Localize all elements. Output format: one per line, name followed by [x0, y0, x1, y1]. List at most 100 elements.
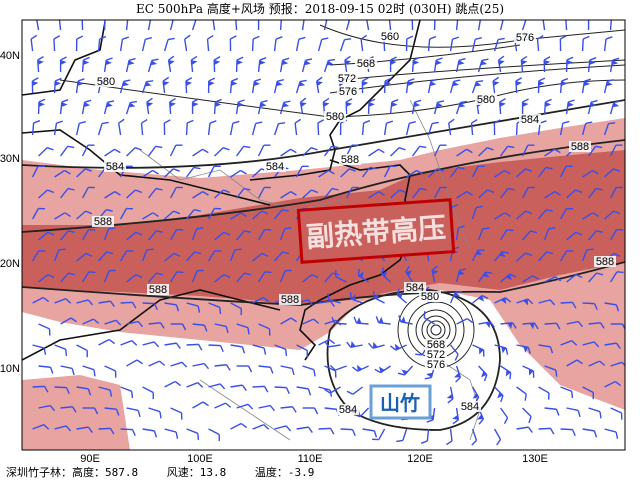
wind-barb — [148, 230, 163, 241]
wind-barb — [521, 186, 535, 199]
contour-label: 580 — [326, 111, 344, 123]
wind-barb — [368, 148, 385, 157]
wind-barb — [450, 166, 465, 178]
wind-barb — [280, 191, 297, 199]
wind-barb — [32, 385, 49, 393]
wind-barb — [206, 34, 214, 52]
wind-barb — [31, 250, 46, 262]
wind-barb — [142, 212, 159, 220]
wind-barb — [318, 169, 335, 178]
wind-barb — [324, 386, 341, 394]
wind-barb — [494, 386, 504, 403]
wind-barb — [346, 386, 363, 395]
wind-barb — [456, 318, 474, 325]
contour-label: 580 — [421, 291, 439, 303]
wind-barb — [559, 250, 574, 262]
wind-barb — [229, 35, 237, 52]
wind-barb — [471, 37, 482, 52]
wind-barb — [103, 100, 115, 115]
wind-barb — [627, 79, 637, 95]
wind-barb — [609, 186, 623, 199]
wind-barb — [258, 404, 276, 412]
wind-barb — [142, 428, 158, 438]
contour-label: 584 — [339, 404, 357, 416]
wind-barb — [257, 20, 260, 30]
wind-barb — [604, 302, 620, 312]
wind-barb — [494, 212, 511, 220]
wind-barb — [324, 365, 337, 378]
wind-barb — [60, 230, 75, 241]
wind-barb — [478, 271, 493, 283]
wind-barb — [302, 365, 316, 377]
wind-barb — [257, 228, 272, 241]
wind-barb — [398, 315, 413, 325]
wind-barb — [75, 121, 86, 136]
contour-label-bg — [355, 58, 377, 69]
contour-label: 560 — [381, 31, 399, 43]
typhoon-name: 山竹 — [380, 391, 420, 415]
wind-barb — [208, 428, 220, 442]
wind-barb — [295, 79, 307, 94]
axis-labels: 90E 100E 110E 120E 130E 40N 30N 20N 10N — [0, 50, 548, 465]
wind-barb — [396, 288, 408, 304]
wind-barb — [119, 79, 131, 94]
wind-barb — [119, 250, 134, 262]
wind-barb — [184, 34, 191, 52]
wind-barb — [170, 361, 188, 368]
wind-barb — [119, 207, 134, 220]
wind-barb — [81, 228, 96, 241]
wind-barb — [38, 365, 54, 374]
wind-barb — [104, 407, 120, 416]
wind-barb — [632, 324, 640, 332]
contour-label-bg — [425, 359, 447, 370]
wind-barb — [31, 165, 45, 178]
wind-barb — [59, 56, 67, 72]
contour-label-bg — [425, 349, 447, 360]
wind-barb — [361, 77, 369, 94]
wind-barb — [54, 386, 70, 395]
wind-barb — [104, 319, 122, 326]
wind-barb — [499, 98, 506, 115]
wind-barb — [346, 341, 363, 349]
wind-barb — [427, 78, 438, 94]
wind-barb — [126, 189, 142, 199]
wind-barb — [406, 169, 423, 178]
wind-barb — [604, 428, 619, 439]
wind-barb — [588, 145, 603, 157]
wind-barb — [412, 145, 427, 157]
wind-barb — [373, 290, 385, 304]
wind-barb — [411, 99, 422, 115]
wind-barb — [493, 37, 505, 52]
contour-label: 580 — [97, 76, 115, 88]
wind-barb — [627, 250, 640, 265]
station-temperature: 温度：-3.9 — [254, 466, 315, 479]
wind-barb — [478, 365, 488, 382]
wind-barb — [258, 365, 274, 374]
wind-barb — [565, 99, 575, 115]
wind-barb — [31, 77, 39, 94]
wind-barb — [522, 275, 539, 283]
contour-label-bg — [569, 141, 591, 152]
wind-barb — [324, 340, 341, 348]
wind-barb — [148, 360, 166, 367]
wind-barb — [76, 386, 92, 396]
wind-barb — [633, 190, 640, 203]
wind-barb — [324, 187, 339, 199]
wind-barb — [104, 365, 117, 378]
wind-barb — [60, 406, 77, 413]
wind-barb — [520, 55, 528, 73]
wind-barb — [169, 186, 183, 199]
wind-barb — [538, 166, 553, 178]
wind-barb — [493, 119, 501, 136]
wind-barb — [148, 322, 165, 329]
wind-barb — [273, 79, 284, 94]
wind-barb — [609, 271, 624, 283]
wind-barb — [633, 15, 640, 31]
wind-barb — [345, 98, 353, 115]
wind-barb — [236, 403, 254, 410]
wind-barb — [362, 166, 377, 178]
wind-barb — [103, 57, 113, 73]
wind-barb — [472, 344, 485, 357]
wind-barb — [252, 296, 270, 304]
contour-label-bg — [379, 31, 401, 42]
